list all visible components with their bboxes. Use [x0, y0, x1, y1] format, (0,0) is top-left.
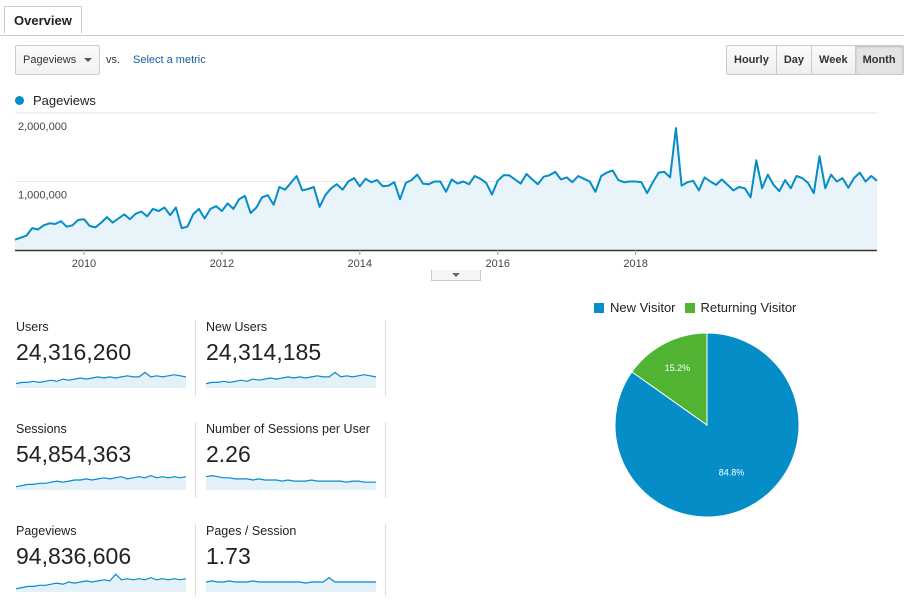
- stat-value: 94,836,606: [16, 543, 132, 569]
- sparkline-area: [206, 577, 376, 592]
- divider: [195, 422, 196, 498]
- stat-pageviews[interactable]: Pageviews 94,836,606: [16, 524, 188, 599]
- select-metric-link[interactable]: Select a metric: [133, 54, 206, 66]
- stat-users[interactable]: Users 24,316,260: [16, 320, 188, 395]
- stat-label: New Users: [206, 320, 268, 334]
- stat-value: 1.73: [206, 543, 251, 569]
- day-button[interactable]: Day: [775, 45, 813, 75]
- pie-slice-returning-visitor[interactable]: [631, 332, 708, 426]
- hourly-button[interactable]: Hourly: [726, 45, 777, 75]
- sparkline-area: [16, 372, 186, 388]
- stat-value: 2.26: [206, 441, 251, 467]
- x-tick-label: 2010: [72, 258, 96, 270]
- chevron-down-icon: [84, 58, 92, 62]
- legend-label: New Visitor: [610, 300, 676, 315]
- stat-label: Users: [16, 320, 49, 334]
- sparkline-line: [16, 573, 186, 590]
- tab-overview[interactable]: Overview: [4, 6, 82, 34]
- visitor-pie-chart[interactable]: 84.8% 15.2%: [612, 330, 802, 520]
- time-range-selector: Hourly Day Week Month: [726, 45, 904, 75]
- legend-label: Returning Visitor: [700, 300, 797, 315]
- divider: [385, 524, 386, 596]
- y-tick-label: 1,000,000: [18, 190, 67, 202]
- x-tick-label: 2012: [210, 258, 234, 270]
- pie-slice-label: 15.2%: [665, 363, 691, 373]
- stat-label: Number of Sessions per User: [206, 422, 370, 436]
- legend-item-new-visitor[interactable]: New Visitor: [594, 300, 676, 315]
- legend-label: Pageviews: [33, 93, 96, 108]
- x-tick-label: 2018: [623, 258, 647, 270]
- sparkline-line: [206, 474, 376, 483]
- sparkline-line: [16, 371, 186, 385]
- stat-value: 24,314,185: [206, 339, 322, 365]
- stat-sessions[interactable]: Sessions 54,854,363: [16, 422, 188, 497]
- legend-dot: [15, 96, 24, 105]
- tab-bar: Overview: [0, 0, 904, 36]
- sparkline-line: [206, 576, 376, 584]
- divider: [385, 422, 386, 498]
- divider: [195, 524, 196, 596]
- y-tick-label: 2,000,000: [18, 121, 67, 133]
- stat-value: 54,854,363: [16, 441, 132, 467]
- chart-collapse-handle[interactable]: [431, 270, 481, 281]
- legend-swatch: [594, 302, 604, 313]
- sparkline: [16, 371, 186, 388]
- pie-legend: New Visitor Returning Visitor: [594, 300, 805, 315]
- legend-item-returning-visitor[interactable]: Returning Visitor: [684, 300, 797, 315]
- sparkline: [206, 474, 376, 490]
- sparkline-line: [16, 474, 186, 488]
- x-tick-label: 2014: [348, 258, 372, 270]
- pie-slice-label: 84.8%: [719, 467, 745, 477]
- metric-select-value: Pageviews: [23, 54, 77, 66]
- divider: [385, 320, 386, 396]
- sparkline: [206, 371, 376, 388]
- stat-new-users[interactable]: New Users 24,314,185: [206, 320, 378, 395]
- x-tick-label: 2016: [485, 258, 509, 270]
- series-area: [15, 128, 877, 250]
- sparkline-line: [206, 371, 376, 385]
- legend-swatch: [684, 302, 695, 313]
- week-button[interactable]: Week: [811, 45, 856, 75]
- stat-value: 24,316,260: [16, 339, 132, 365]
- metric-select[interactable]: Pageviews: [15, 45, 100, 75]
- chevron-down-icon: [452, 273, 460, 277]
- stat-label: Pages / Session: [206, 524, 297, 538]
- pie-slice-new-visitor[interactable]: [614, 332, 800, 518]
- sparkline-area: [16, 475, 186, 490]
- stat-sessions-per-user[interactable]: Number of Sessions per User 2.26: [206, 422, 378, 497]
- stat-pages-per-session[interactable]: Pages / Session 1.73: [206, 524, 378, 599]
- sparkline: [206, 576, 376, 592]
- sparkline: [16, 573, 186, 592]
- vs-label: vs.: [106, 54, 121, 66]
- stat-label: Pageviews: [16, 524, 77, 538]
- stat-label: Sessions: [16, 422, 67, 436]
- month-button[interactable]: Month: [854, 45, 904, 75]
- series-line[interactable]: [14, 127, 878, 241]
- sparkline-area: [16, 574, 186, 592]
- pageviews-line-chart[interactable]: 2,000,000 1,000,000 2010 2012 2014 2016 2018: [0, 110, 904, 270]
- divider: [195, 320, 196, 396]
- sparkline: [16, 474, 186, 490]
- main-chart-legend: Pageviews: [15, 93, 96, 108]
- sparkline-area: [206, 372, 376, 388]
